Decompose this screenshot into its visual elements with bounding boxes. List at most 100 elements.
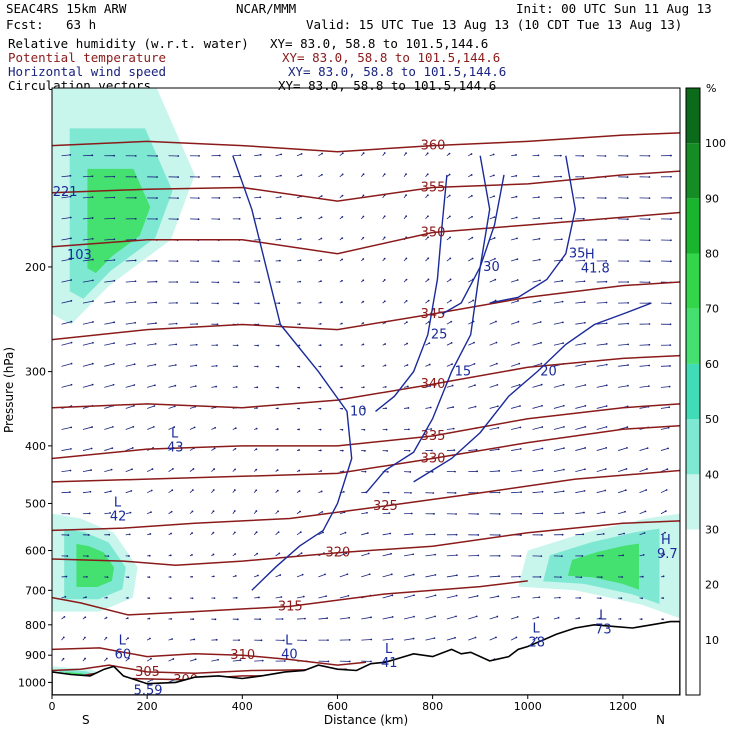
wind-vector-head <box>433 533 436 536</box>
wind-vector-head <box>255 468 258 471</box>
wind-vector-head <box>366 532 369 534</box>
wind-vector-head <box>113 321 116 324</box>
wind-vector-head <box>191 532 194 534</box>
extremum-type-4: L <box>385 642 393 657</box>
wind-vector <box>511 237 518 241</box>
wind-vector-head <box>113 154 116 157</box>
wind-vector-head <box>368 573 371 576</box>
wind-vector <box>510 321 519 325</box>
wind-vector-head <box>196 302 199 305</box>
wind-vector-head <box>217 260 220 263</box>
wind-vector-head <box>255 448 258 451</box>
wind-vector-head <box>538 596 541 599</box>
wind-vector <box>125 322 136 325</box>
y-axis-label: Pressure (hPa) <box>2 347 16 433</box>
wind-vector <box>553 469 564 473</box>
wind-vector-head <box>237 281 240 284</box>
wind-vector <box>382 512 390 515</box>
wind-vector-head <box>325 595 328 598</box>
wind-vector-head <box>473 362 476 365</box>
wind-vector <box>382 573 392 578</box>
wind-vector-head <box>648 281 651 284</box>
wind-vector <box>446 385 453 388</box>
wind-vector-head <box>113 175 116 178</box>
wind-vector-head <box>427 257 430 260</box>
wind-vector <box>510 300 519 304</box>
wind-vector-head <box>517 320 520 323</box>
wind-vector <box>511 217 517 220</box>
wind-vector-head <box>131 447 134 449</box>
wind-vector <box>339 552 347 557</box>
wind-vector-head <box>494 257 496 260</box>
rh-patch <box>87 168 151 273</box>
wind-vector <box>510 405 521 409</box>
wind-vector-head <box>627 384 629 387</box>
wind-vector-head <box>562 342 565 345</box>
wind-vector-head <box>623 532 626 535</box>
colorbar-frame <box>685 87 701 696</box>
wind-vector-head <box>238 260 240 263</box>
wind-vector <box>510 342 519 346</box>
wind-vector <box>382 594 393 599</box>
wind-vector-head <box>276 469 279 472</box>
wind-vector-head <box>602 533 605 535</box>
wind-vector-head <box>646 468 648 470</box>
wind-vector-head <box>106 576 109 579</box>
wind-vector-head <box>429 406 432 409</box>
wind-vector-head <box>256 552 259 555</box>
wind-vector <box>82 426 93 430</box>
wind-vector <box>618 489 626 494</box>
wind-vector-head <box>212 489 215 491</box>
wind-vector <box>382 553 392 557</box>
wind-vector-head <box>320 237 323 240</box>
wind-vector-head <box>560 175 562 178</box>
wind-vector-head <box>105 636 108 639</box>
wind-vector-head <box>449 299 452 302</box>
colorbar-label-50: 50 <box>705 413 719 426</box>
theta-contour-350 <box>52 211 680 255</box>
wind-vector-head <box>427 299 430 302</box>
wind-vector-head <box>348 638 351 641</box>
wind-vector-head <box>648 239 651 242</box>
wind-vector-head <box>320 490 323 493</box>
wind-vector <box>511 196 517 199</box>
theta-contour-355 <box>52 170 680 202</box>
wind-vector-head <box>276 489 279 492</box>
wind-vector-head <box>605 384 608 387</box>
wind-vector <box>639 489 647 494</box>
wind-vector-head <box>298 428 300 431</box>
wind-vector <box>596 343 607 346</box>
wind-vector-head <box>520 469 522 472</box>
wind-vector-head <box>455 594 458 597</box>
wind-vector <box>468 363 475 367</box>
wind-vector <box>147 364 156 367</box>
wind-vector-head <box>277 531 280 534</box>
wind-vector-head <box>156 197 158 199</box>
y-tick-label-300: 300 <box>25 366 46 379</box>
wind-vector-head <box>496 384 499 386</box>
wind-vector-head <box>518 362 521 365</box>
wind-vector <box>104 405 114 409</box>
wind-vector-head <box>584 363 587 366</box>
y-tick-label-500: 500 <box>25 497 46 510</box>
wind-vector <box>553 217 562 220</box>
wind-vector-head <box>405 257 408 260</box>
wind-vector <box>82 321 94 325</box>
wind-vector-head <box>474 384 476 387</box>
wind-vector <box>82 384 93 388</box>
wind-vector-head <box>584 468 586 471</box>
wind-vector-head <box>69 216 72 219</box>
wind-vector-head <box>319 365 322 368</box>
wind-vector-head <box>344 531 347 534</box>
wind-vector-head <box>582 533 585 536</box>
wind-vector-head <box>132 425 135 428</box>
wind-vector <box>82 238 93 241</box>
theta-label-360: 360 <box>421 139 446 154</box>
wind-vector <box>339 595 349 599</box>
init-time: Init: 00 UTC Sun 11 Aug 13 <box>516 1 712 16</box>
colorbar-bin <box>686 308 700 364</box>
wind-vector-head <box>149 533 152 535</box>
wind-vector-head <box>667 447 669 450</box>
wind-vector <box>489 575 500 578</box>
wind-vector <box>61 363 72 367</box>
